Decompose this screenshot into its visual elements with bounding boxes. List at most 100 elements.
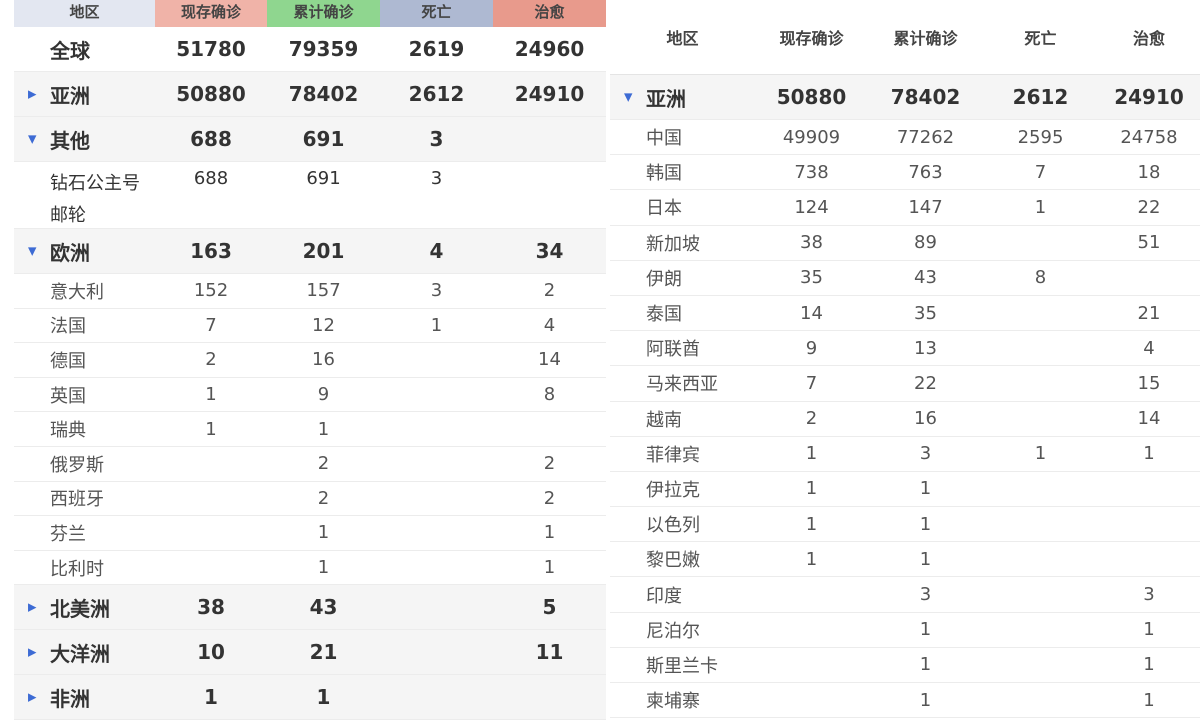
value-cell: 2: [543, 487, 556, 509]
value-cell: 3: [1143, 584, 1155, 606]
region-cell: 英国: [14, 382, 155, 408]
table-row[interactable]: ▶ 北美洲 38 43 5: [14, 585, 606, 631]
column-header[interactable]: 累计确诊: [893, 28, 958, 48]
value-cell: 2612: [408, 82, 465, 106]
value-cell: 8: [1034, 267, 1047, 289]
value-cell: 13: [914, 337, 937, 359]
region-cell: 黎巴嫩: [610, 546, 755, 572]
region-cell: 马来西亚: [610, 370, 755, 396]
region-name: 中国: [646, 128, 682, 150]
column-header[interactable]: 治愈: [493, 0, 606, 27]
region-cell: ▼ 其他: [14, 125, 155, 154]
value-cell: 22: [1137, 196, 1161, 218]
value-cell: 152: [193, 280, 229, 302]
region-name: 阿联酋: [646, 339, 700, 361]
value-cell: 7: [205, 314, 217, 336]
caret-right-icon[interactable]: ▶: [28, 87, 37, 101]
region-name: 伊拉克: [646, 479, 700, 501]
table-row: 比利时 1 1: [14, 551, 606, 586]
table-row[interactable]: ▼ 其他 688 691 3: [14, 117, 606, 162]
value-cell: 49909: [782, 126, 841, 148]
table-row: 瑞典 1 1: [14, 412, 606, 447]
value-cell: 2595: [1017, 126, 1064, 148]
table-row: 英国 1 9 8: [14, 378, 606, 413]
value-cell: 1: [1143, 619, 1155, 641]
table-row[interactable]: ▶ 非洲 1 1: [14, 675, 606, 720]
table-row: 斯里兰卡 1 1: [610, 648, 1200, 683]
region-name: 斯里兰卡: [646, 655, 718, 677]
region-cell: ▶ 北美洲: [14, 593, 155, 622]
region-name: 新加坡: [646, 233, 700, 255]
table-row: 柬埔寨 1 1: [610, 683, 1200, 719]
value-cell: 14: [800, 302, 823, 324]
value-cell: 24758: [1120, 126, 1178, 148]
table-row[interactable]: ▼ 欧洲 163 201 4 34: [14, 229, 606, 274]
value-cell: 163: [190, 239, 232, 263]
region-name: 亚洲: [50, 83, 90, 108]
column-header[interactable]: 治愈: [1132, 28, 1165, 48]
value-cell: 24910: [1114, 85, 1184, 109]
value-cell: 3: [430, 280, 443, 302]
value-cell: 50880: [776, 85, 847, 109]
value-cell: 7: [805, 372, 818, 394]
value-cell: 34: [535, 239, 564, 263]
region-name: 尼泊尔: [646, 620, 700, 642]
caret-right-icon[interactable]: ▶: [28, 690, 37, 704]
table-row[interactable]: ▼ 亚洲 50880 78402 2612 24910: [610, 75, 1200, 120]
value-cell: 1: [317, 522, 330, 544]
table-row[interactable]: ▶ 大洋洲 10 21 11: [14, 630, 606, 676]
table-row: 芬兰 1 1: [14, 516, 606, 551]
table-row: 法国 7 12 1 4: [14, 309, 606, 344]
caret-down-icon[interactable]: ▼: [28, 132, 37, 146]
table-row: 钻石公主号邮轮 688 691 3: [14, 162, 606, 229]
region-name: 日本: [646, 198, 682, 220]
value-cell: 1: [805, 443, 818, 465]
column-header[interactable]: 地区: [14, 0, 155, 27]
caret-right-icon[interactable]: ▶: [28, 600, 37, 614]
region-cell: 印度: [610, 582, 755, 608]
region-cell: 钻石公主号邮轮: [14, 168, 155, 232]
table-header: 地区 现存确诊 累计确诊 死亡 治愈: [610, 0, 1200, 75]
table-row: 黎巴嫩 1 1: [610, 542, 1200, 578]
value-cell: 43: [309, 595, 338, 620]
column-header[interactable]: 累计确诊: [267, 0, 380, 27]
region-cell: 越南: [610, 406, 755, 432]
value-cell: 10: [197, 640, 225, 665]
region-cell: ▶ 大洋洲: [14, 638, 155, 667]
value-cell: 691: [306, 168, 341, 189]
value-cell: 2619: [408, 37, 465, 61]
column-header[interactable]: 死亡: [1024, 28, 1057, 48]
table-row[interactable]: ▶ 亚洲 50880 78402 2612 24910: [14, 72, 606, 117]
column-header[interactable]: 现存确诊: [779, 28, 844, 48]
value-cell: 77262: [896, 126, 955, 148]
column-header[interactable]: 地区: [666, 28, 699, 48]
column-header[interactable]: 死亡: [380, 0, 493, 27]
region-cell: 阿联酋: [610, 335, 755, 361]
value-cell: 1: [1143, 654, 1155, 676]
region-name: 非洲: [50, 686, 90, 711]
value-cell: 22: [914, 372, 937, 394]
value-cell: 78402: [890, 85, 961, 109]
value-cell: 4: [1143, 337, 1155, 359]
region-cell: 以色列: [610, 511, 755, 537]
value-cell: 3: [430, 168, 443, 189]
value-cell: 1: [1034, 196, 1047, 218]
value-cell: 24910: [514, 82, 585, 106]
value-cell: 21: [309, 640, 338, 665]
region-name: 大洋洲: [50, 641, 110, 666]
value-cell: 1: [919, 513, 932, 535]
value-cell: 3: [919, 443, 932, 465]
value-cell: 21: [1137, 302, 1161, 324]
global-stats-table: 地区 现存确诊 累计确诊 死亡 治愈 全球 51780 79359 2619 24960 ▶ 亚洲 50…: [14, 0, 606, 720]
caret-down-icon[interactable]: ▼: [624, 90, 633, 104]
caret-down-icon[interactable]: ▼: [28, 244, 37, 258]
table-row: 马来西亚 7 22 15: [610, 366, 1200, 402]
value-cell: 2: [805, 408, 818, 430]
column-header[interactable]: 现存确诊: [155, 0, 267, 27]
table-row: 阿联酋 9 13 4: [610, 331, 1200, 367]
region-name: 法国: [50, 316, 86, 338]
value-cell: 18: [1137, 161, 1161, 183]
caret-right-icon[interactable]: ▶: [28, 645, 37, 659]
value-cell: 2: [543, 280, 556, 302]
region-cell: 尼泊尔: [610, 617, 755, 643]
